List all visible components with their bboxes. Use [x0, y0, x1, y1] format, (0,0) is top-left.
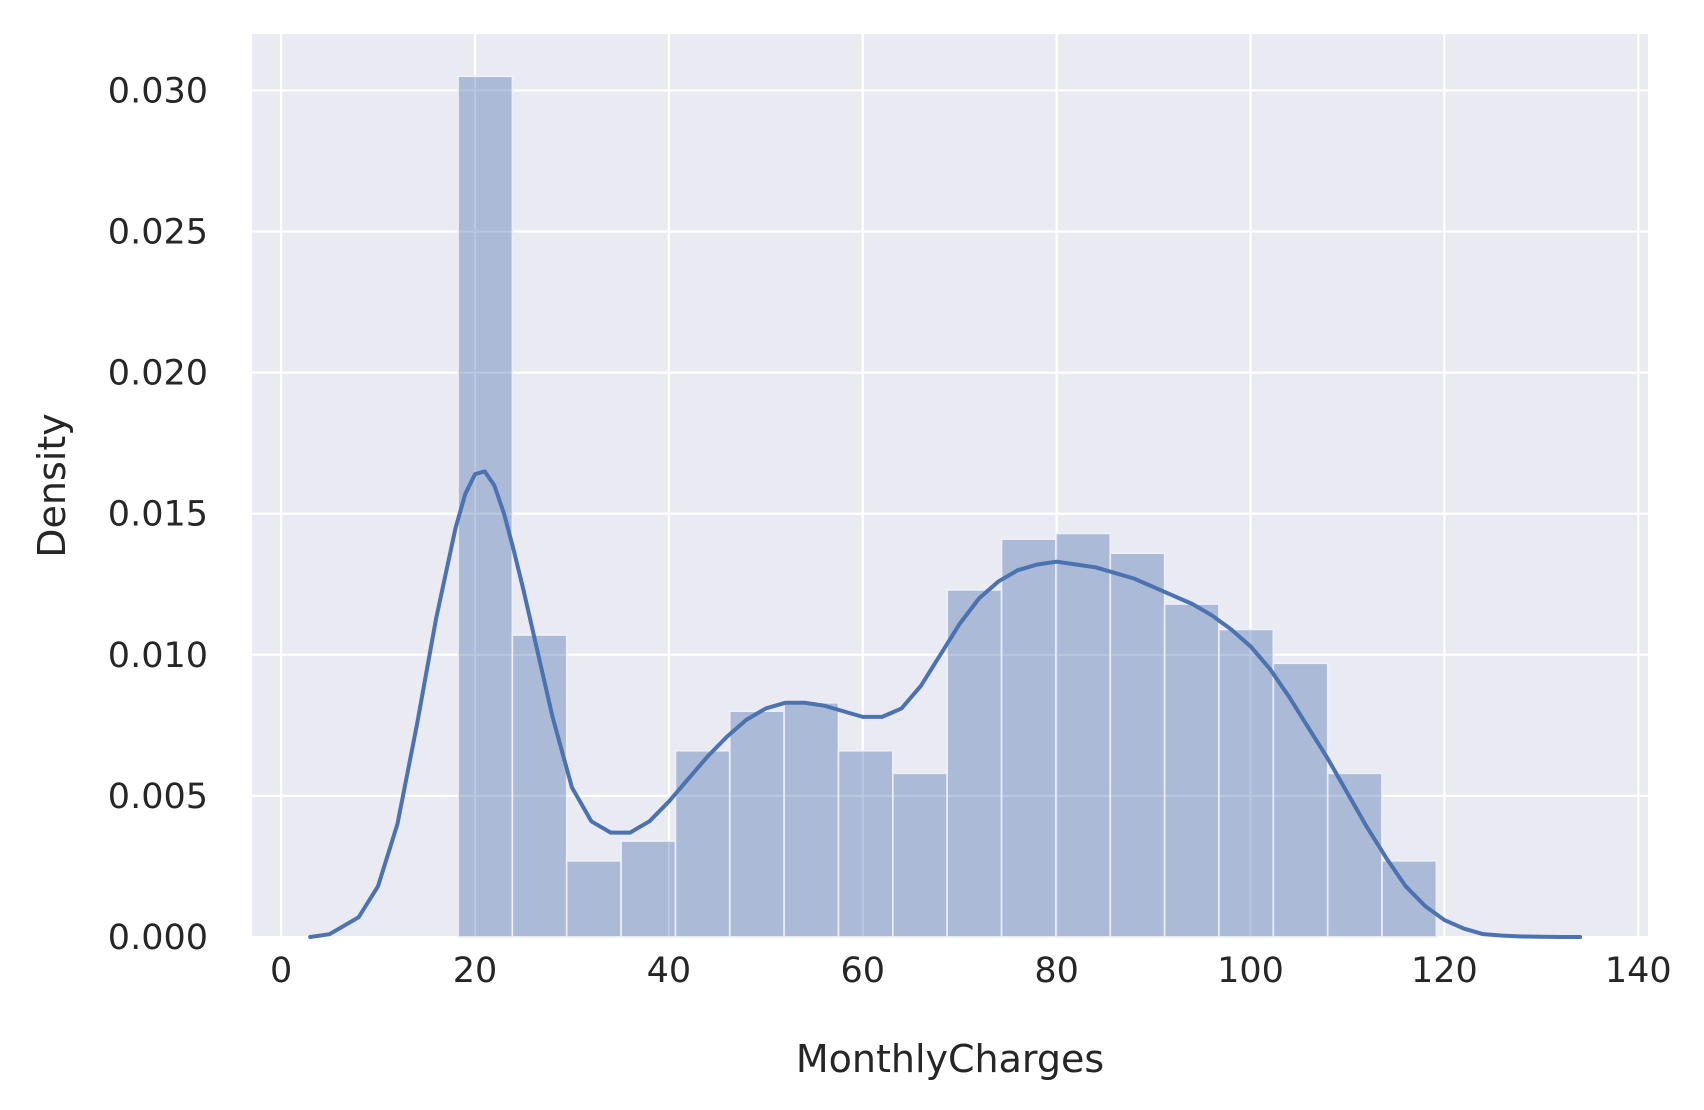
histogram-bar-16	[1326, 772, 1383, 938]
y-axis-label: Density	[30, 413, 74, 557]
histogram-bar-14	[1218, 628, 1275, 938]
histogram-bar-15	[1272, 662, 1329, 938]
histogram-bar-6	[783, 701, 840, 938]
histogram-bar-17	[1381, 860, 1438, 938]
y-tick-label-5: 0.025	[108, 213, 208, 253]
histogram-bar-3	[620, 840, 677, 938]
x-tick-label-7: 140	[1605, 951, 1672, 991]
histogram-bar-5	[728, 710, 785, 938]
y-tick-label-2: 0.010	[108, 636, 208, 676]
x-tick-label-2: 40	[647, 951, 692, 991]
histogram-bar-8	[892, 772, 948, 938]
y-tick-label-1: 0.005	[108, 777, 208, 817]
x-tick-label-0: 0	[270, 951, 292, 991]
x-tick-label-4: 80	[1034, 951, 1079, 991]
x-tick-label-3: 60	[840, 951, 885, 991]
histogram-bar-11	[1055, 532, 1112, 938]
plot-area-background	[252, 34, 1648, 937]
histogram-bar-4	[674, 749, 731, 938]
histogram-bar-13	[1163, 603, 1220, 938]
y-tick-label-4: 0.020	[108, 354, 208, 394]
kde-density-line	[308, 469, 1583, 939]
y-tick-label-3: 0.015	[108, 495, 208, 535]
x-axis-label: MonthlyCharges	[796, 1037, 1104, 1081]
y-tick-label-0: 0.000	[108, 918, 208, 958]
x-axis-ticks: 0 20 40 60 80 100 120 140	[270, 951, 1672, 991]
histogram-bar-12	[1109, 552, 1166, 938]
y-tick-label-6: 0.030	[108, 71, 208, 111]
y-axis-ticks: 0.000 0.005 0.010 0.015 0.020 0.025 0.030	[108, 71, 208, 958]
histogram-bar-1	[511, 634, 568, 938]
histogram-bar-2	[565, 860, 622, 938]
histogram-bars	[457, 75, 1438, 938]
histogram-bar-10	[1000, 538, 1057, 938]
histogram-bar-0	[457, 75, 514, 938]
histogram-bar-9	[946, 589, 1003, 938]
x-tick-label-5: 100	[1217, 951, 1284, 991]
x-tick-label-6: 120	[1411, 951, 1478, 991]
histogram-bar-7	[837, 749, 894, 938]
x-tick-label-1: 20	[453, 951, 498, 991]
